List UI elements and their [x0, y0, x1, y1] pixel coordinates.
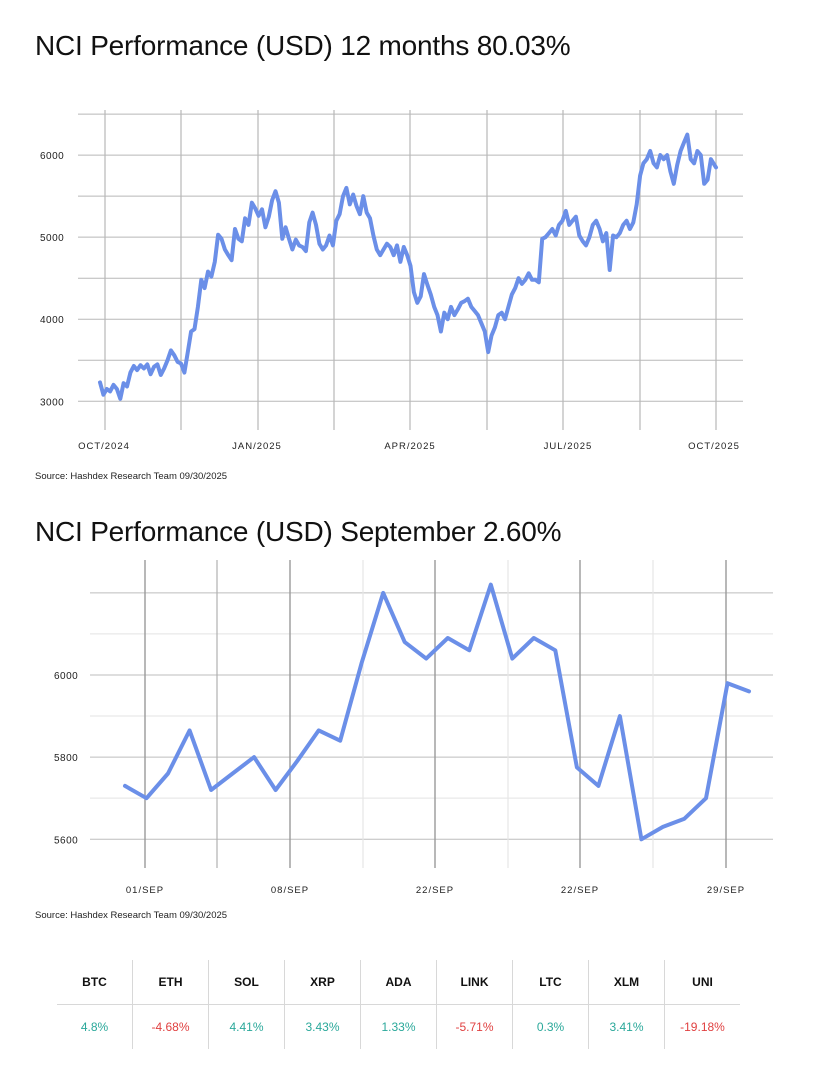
- chart-september-y-tick-2: 6000: [54, 671, 78, 682]
- asset-header-uni: UNI: [664, 960, 740, 1005]
- chart-12-months-x-tick-0: OCT/2024: [78, 441, 130, 452]
- chart-12-months-grid: [78, 110, 743, 430]
- asset-return-ltc: 0.3%: [512, 1004, 589, 1049]
- chart-september-y-ticks: 5600 5800 6000: [54, 671, 78, 846]
- chart-september: 5600 5800 6000 01/SEP 08/SEP 22/SEP 22/SEP 29/…: [54, 560, 773, 896]
- chart-september-grid: [90, 560, 773, 868]
- asset-header-xlm: XLM: [588, 960, 665, 1005]
- asset-return-xrp: 3.43%: [284, 1004, 361, 1049]
- asset-header-link: LINK: [436, 960, 513, 1005]
- chart-september-x-tick-4: 29/SEP: [707, 885, 745, 896]
- chart-september-y-tick-0: 5600: [54, 835, 78, 846]
- asset-return-uni: -19.18%: [680, 1020, 725, 1034]
- chart-12-months-y-tick-3: 6000: [40, 151, 64, 162]
- chart-12-months-x-tick-2: APR/2025: [384, 441, 435, 452]
- chart-12-months-y-ticks: 3000 4000 5000 6000: [40, 151, 64, 408]
- asset-header-eth: ETH: [132, 960, 209, 1005]
- chart-12-months-y-tick-1: 4000: [40, 315, 64, 326]
- asset-return-btc: 4.8%: [57, 1004, 133, 1049]
- chart-title-september: NCI Performance (USD) September 2.60%: [35, 516, 562, 547]
- chart-september-x-tick-3: 22/SEP: [561, 885, 599, 896]
- asset-return-ada: 1.33%: [360, 1004, 437, 1049]
- source-note-12-months: Source: Hashdex Research Team 09/30/2025: [35, 471, 228, 482]
- source-note-september: Source: Hashdex Research Team 09/30/2025: [35, 910, 228, 921]
- chart-september-y-tick-1: 5800: [54, 753, 78, 764]
- chart-september-x-tick-1: 08/SEP: [271, 885, 309, 896]
- asset-return-link: -5.71%: [436, 1004, 513, 1049]
- chart-12-months-y-tick-2: 5000: [40, 233, 64, 244]
- asset-return-sol: 4.41%: [208, 1004, 285, 1049]
- chart-12-months-x-tick-3: JUL/2025: [544, 441, 593, 452]
- asset-return-xlm: 3.41%: [588, 1004, 665, 1049]
- chart-september-series-line: [123, 582, 751, 842]
- chart-12-months-x-ticks: OCT/2024 JAN/2025 APR/2025 JUL/2025 OCT/2025: [78, 441, 740, 452]
- chart-september-x-ticks: 01/SEP 08/SEP 22/SEP 22/SEP 29/SEP: [126, 885, 745, 896]
- chart-12-months-x-tick-1: JAN/2025: [232, 441, 282, 452]
- asset-returns-header-row: BTC ETH SOL XRP ADA LINK LTC XLM UNI: [57, 960, 740, 1005]
- asset-header-xrp: XRP: [284, 960, 361, 1005]
- asset-return-eth: -4.68%: [132, 1004, 209, 1049]
- asset-header-ltc: LTC: [512, 960, 589, 1005]
- chart-september-x-tick-2: 22/SEP: [416, 885, 454, 896]
- asset-header-ada: ADA: [360, 960, 437, 1005]
- asset-header-btc: BTC: [57, 960, 133, 1005]
- chart-12-months-y-tick-0: 3000: [40, 397, 64, 408]
- chart-12-months-series-line: [98, 132, 718, 401]
- asset-returns-values-row: 4.8% -4.68% 4.41% 3.43% 1.33% -5.71% 0.3% 3.41%…: [57, 1004, 740, 1049]
- asset-header-sol: SOL: [208, 960, 285, 1005]
- chart-12-months-x-tick-4: OCT/2025: [688, 441, 740, 452]
- chart-12-months: 3000 4000 5000 6000 OCT/2024 JAN/2025 APR/202…: [40, 110, 743, 452]
- chart-title-12-months: NCI Performance (USD) 12 months 80.03%: [35, 30, 571, 61]
- chart-september-x-tick-0: 01/SEP: [126, 885, 164, 896]
- asset-returns-table: BTC ETH SOL XRP ADA LINK LTC XLM UNI 4.8% -4.68% 4…: [57, 960, 740, 1049]
